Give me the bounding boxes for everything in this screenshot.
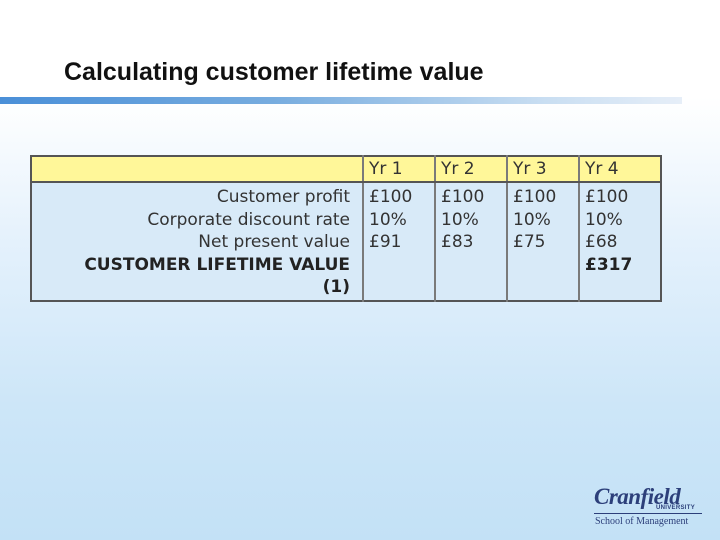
yr4-profit: £100	[585, 187, 629, 207]
label-discount-rate: Corporate discount rate	[147, 209, 350, 230]
label-customer-profit: Customer profit	[216, 187, 350, 207]
clv-table: Yr 1 Yr 2 Yr 3 Yr 4 Customer profit Corp…	[30, 155, 662, 302]
cranfield-logo: Cranfield UNIVERSITY School of Managemen…	[594, 484, 704, 530]
logo-university: UNIVERSITY	[656, 505, 696, 511]
yr4-clv-total: £317	[585, 254, 633, 275]
yr2-discount: 10%	[441, 209, 479, 230]
header-yr1: Yr 1	[362, 156, 435, 183]
yr3-clv	[513, 254, 573, 277]
header-yr2: Yr 2	[434, 156, 507, 183]
year-2-column: £100 10% £83	[434, 182, 507, 301]
yr3-profit: £100	[513, 187, 557, 207]
yr1-profit: £100	[369, 187, 413, 207]
yr3-discount: 10%	[513, 209, 551, 230]
table-body-row: Customer profit Corporate discount rate …	[31, 182, 661, 301]
yr2-npv: £83	[441, 232, 474, 252]
yr4-discount: 10%	[585, 209, 623, 230]
label-net-present-value: Net present value	[198, 232, 350, 252]
yr2-clv	[441, 254, 501, 277]
year-1-column: £100 10% £91	[362, 182, 435, 301]
yr1-discount: 10%	[369, 209, 407, 230]
row-labels: Customer profit Corporate discount rate …	[31, 182, 363, 301]
logo-divider	[594, 513, 702, 514]
slide-title: Calculating customer lifetime value	[64, 58, 484, 86]
label-clv: CUSTOMER LIFETIME VALUE	[84, 254, 350, 275]
yr1-npv: £91	[369, 232, 402, 252]
yr3-npv: £75	[513, 232, 546, 252]
yr1-clv	[369, 254, 429, 277]
yr4-npv: £68	[585, 232, 618, 252]
table-header-row: Yr 1 Yr 2 Yr 3 Yr 4	[31, 156, 661, 183]
title-underline	[0, 97, 682, 104]
year-3-column: £100 10% £75	[506, 182, 579, 301]
logo-name: Cranfield	[594, 484, 681, 509]
label-clv-note: (1)	[322, 277, 350, 297]
header-yr3: Yr 3	[506, 156, 579, 183]
logo-school: School of Management	[595, 516, 689, 527]
year-4-column: £100 10% £68 £317	[578, 182, 661, 301]
header-blank	[31, 156, 363, 183]
header-yr4: Yr 4	[578, 156, 661, 183]
yr2-profit: £100	[441, 187, 485, 207]
